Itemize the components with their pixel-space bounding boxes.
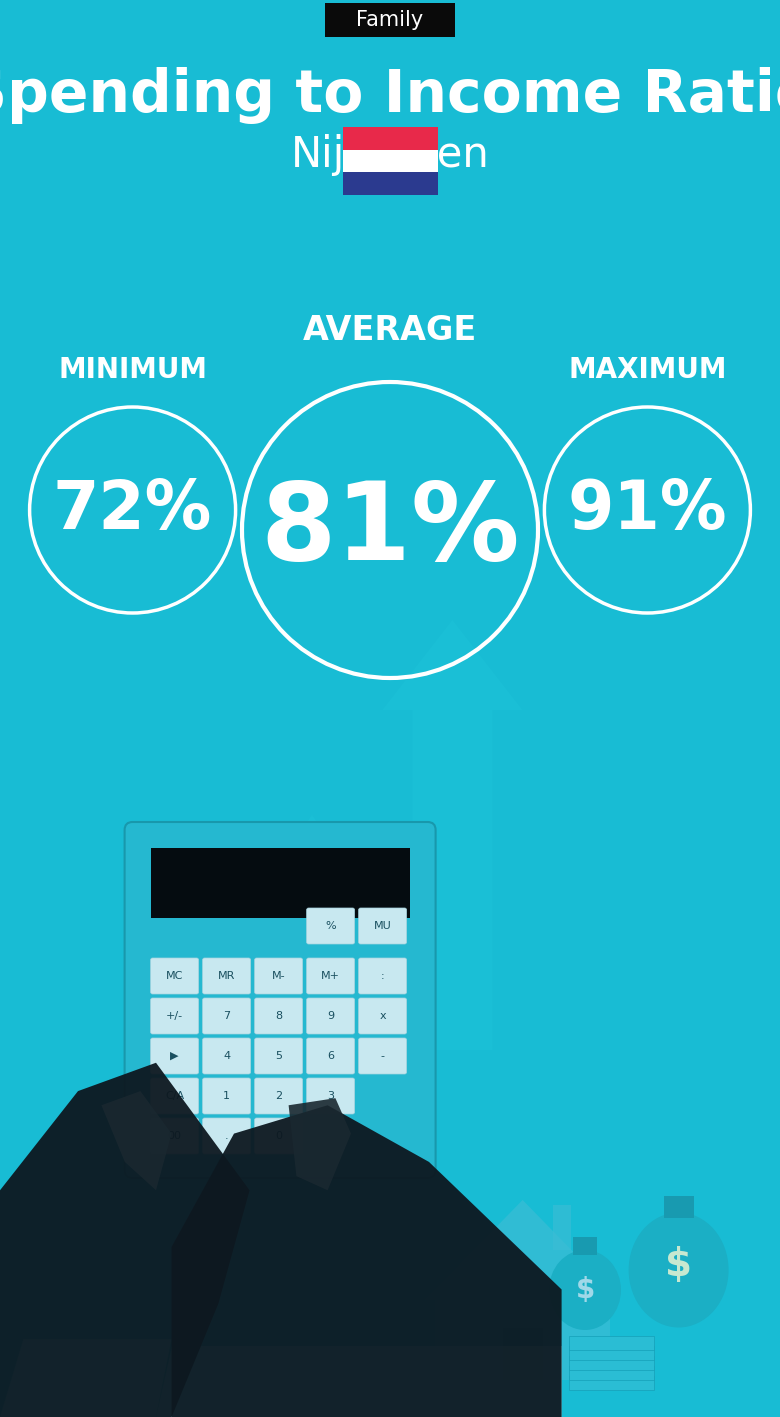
Polygon shape: [425, 1200, 620, 1299]
FancyBboxPatch shape: [359, 998, 406, 1034]
Text: 81%: 81%: [261, 478, 519, 582]
Text: ▶: ▶: [170, 1051, 179, 1061]
Text: 7: 7: [223, 1010, 230, 1022]
Polygon shape: [289, 1098, 351, 1190]
Bar: [569, 1336, 654, 1350]
FancyBboxPatch shape: [151, 1118, 199, 1153]
FancyBboxPatch shape: [254, 1118, 303, 1153]
FancyBboxPatch shape: [254, 1039, 303, 1074]
Bar: [664, 1196, 693, 1219]
Bar: [573, 1237, 597, 1255]
Text: MAXIMUM: MAXIMUM: [568, 356, 727, 384]
Text: MU: MU: [374, 921, 392, 931]
Polygon shape: [156, 1346, 562, 1417]
Text: AVERAGE: AVERAGE: [303, 313, 477, 347]
FancyBboxPatch shape: [254, 958, 303, 993]
Text: 0: 0: [275, 1131, 282, 1141]
FancyBboxPatch shape: [307, 998, 355, 1034]
Bar: [569, 1366, 654, 1380]
Ellipse shape: [629, 1213, 729, 1328]
FancyBboxPatch shape: [359, 1039, 406, 1074]
Text: Spending to Income Ratio: Spending to Income Ratio: [0, 67, 780, 123]
Polygon shape: [0, 1063, 250, 1417]
Text: -: -: [381, 1051, 385, 1061]
FancyBboxPatch shape: [151, 998, 199, 1034]
Bar: [569, 1356, 654, 1370]
Text: :: :: [381, 971, 385, 981]
Text: .: .: [225, 1131, 229, 1141]
Bar: [151, 847, 410, 918]
Text: 8: 8: [275, 1010, 282, 1022]
Text: 1: 1: [223, 1091, 230, 1101]
Text: x: x: [379, 1010, 386, 1022]
Bar: [342, 150, 438, 173]
Bar: [569, 1346, 654, 1360]
Polygon shape: [101, 1091, 172, 1190]
FancyBboxPatch shape: [307, 1039, 355, 1074]
Text: 3: 3: [327, 1091, 334, 1101]
FancyBboxPatch shape: [203, 1118, 250, 1153]
Text: MC: MC: [166, 971, 183, 981]
Text: 9: 9: [327, 1010, 334, 1022]
Text: MR: MR: [218, 971, 236, 981]
FancyBboxPatch shape: [307, 1078, 355, 1114]
FancyBboxPatch shape: [125, 822, 435, 1178]
Text: M-: M-: [271, 971, 285, 981]
Text: $: $: [665, 1246, 692, 1284]
FancyBboxPatch shape: [307, 958, 355, 993]
FancyBboxPatch shape: [254, 1078, 303, 1114]
Text: C/A: C/A: [165, 1091, 184, 1101]
Polygon shape: [0, 1339, 172, 1417]
Text: M+: M+: [321, 971, 340, 981]
FancyBboxPatch shape: [151, 1039, 199, 1074]
FancyBboxPatch shape: [203, 1039, 250, 1074]
Text: 2: 2: [275, 1091, 282, 1101]
Text: Nijmegen: Nijmegen: [291, 135, 489, 176]
Text: 4: 4: [223, 1051, 230, 1061]
FancyArrow shape: [264, 815, 360, 1100]
Text: 72%: 72%: [53, 478, 212, 543]
Bar: [552, 1204, 571, 1250]
Text: Family: Family: [356, 10, 424, 30]
FancyArrow shape: [382, 621, 523, 1050]
FancyBboxPatch shape: [359, 908, 406, 944]
FancyBboxPatch shape: [151, 1078, 199, 1114]
FancyBboxPatch shape: [151, 958, 199, 993]
Bar: [342, 128, 438, 150]
Bar: [502, 1328, 543, 1380]
FancyBboxPatch shape: [203, 958, 250, 993]
FancyBboxPatch shape: [307, 908, 355, 944]
Text: %: %: [325, 921, 336, 931]
Text: +/-: +/-: [166, 1010, 183, 1022]
Text: 5: 5: [275, 1051, 282, 1061]
Bar: [569, 1376, 654, 1390]
Polygon shape: [172, 1105, 562, 1417]
FancyBboxPatch shape: [203, 998, 250, 1034]
FancyBboxPatch shape: [359, 958, 406, 993]
FancyBboxPatch shape: [325, 3, 455, 37]
FancyBboxPatch shape: [203, 1078, 250, 1114]
FancyBboxPatch shape: [254, 998, 303, 1034]
Text: MINIMUM: MINIMUM: [58, 356, 207, 384]
Text: $: $: [576, 1275, 594, 1304]
Text: 91%: 91%: [568, 478, 727, 543]
Text: 00: 00: [168, 1131, 182, 1141]
Text: 6: 6: [327, 1051, 334, 1061]
Ellipse shape: [549, 1250, 621, 1331]
Bar: [435, 1299, 610, 1380]
Bar: [342, 173, 438, 196]
